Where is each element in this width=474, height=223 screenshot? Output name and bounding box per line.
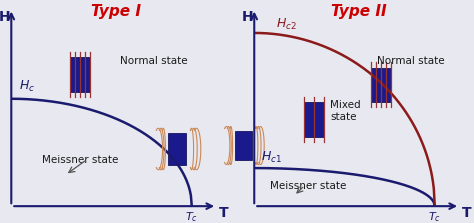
Bar [304,102,324,137]
Text: H: H [0,10,10,24]
Text: $T_c$: $T_c$ [428,210,440,223]
Bar [371,68,391,102]
Text: $T_c$: $T_c$ [184,210,198,223]
Bar [235,131,252,160]
Text: Meissner state: Meissner state [270,181,346,191]
Text: T: T [462,206,472,220]
Text: H: H [242,10,253,24]
Text: Mixed
state: Mixed state [330,100,361,122]
Text: $H_c$: $H_c$ [18,79,35,94]
Text: $H_{c1}$: $H_{c1}$ [262,150,283,165]
Text: Type I: Type I [91,4,141,19]
Text: $H_{c2}$: $H_{c2}$ [276,17,297,32]
Text: Normal state: Normal state [119,56,187,66]
Bar [168,133,186,165]
Text: Type II: Type II [331,4,387,19]
Bar [70,57,90,92]
Text: Normal state: Normal state [377,56,445,66]
Text: T: T [219,206,228,220]
Text: Meissner state: Meissner state [42,155,118,165]
